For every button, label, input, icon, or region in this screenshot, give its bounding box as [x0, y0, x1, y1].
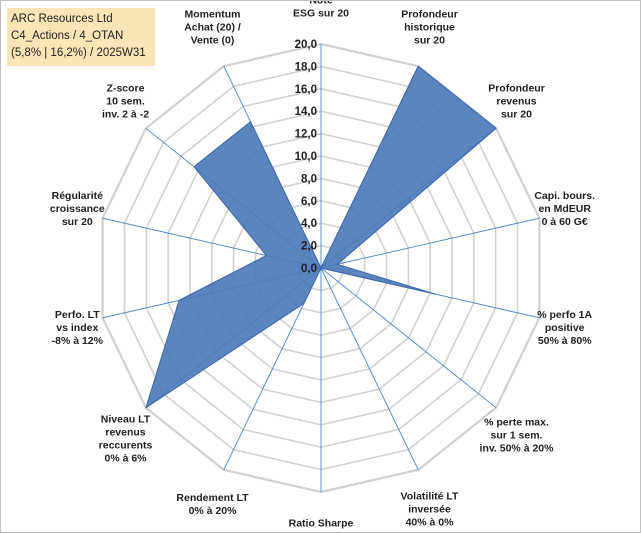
axis-label: Perfo. LT vs index -8% à 12% — [52, 309, 104, 347]
axis-label: Volatilité LT inversée 40% à 0% — [401, 491, 460, 529]
tick-label: 10,0 — [295, 151, 317, 163]
tick-label: 4,0 — [301, 218, 317, 230]
tick-label: 2,0 — [301, 241, 317, 253]
tick-label: 12,0 — [295, 129, 317, 141]
axis-spoke — [320, 267, 497, 409]
axis-spoke — [320, 267, 419, 470]
axis-spoke — [320, 217, 540, 269]
axis-label: Ratio Sharpe0 à 1 — [289, 518, 354, 532]
tick-label: 20,0 — [295, 39, 317, 51]
axis-label: Rendement LT 0% à 20% — [176, 492, 249, 517]
axis-label: % perte max. sur 1 sem. inv. 50% à 20% — [480, 416, 555, 454]
series-area — [145, 65, 497, 409]
axis-label: Régularité croissance sur 20 — [50, 190, 105, 228]
tick-label: 8,0 — [301, 173, 317, 185]
axis-label: NoteESG sur 20 — [293, 1, 349, 19]
company-name: ARC Resources Ltd — [11, 13, 113, 25]
period-info: (5,8% | 16,2%) / 2025W31 — [11, 47, 146, 59]
tick-label: 6,0 — [301, 196, 317, 208]
axis-label: Niveau LT revenus reccurents 0% à 6% — [99, 414, 153, 465]
axis-label: Profondeur revenus sur 20 — [488, 83, 545, 121]
portfolio-name: C4_Actions / 4_OTAN — [11, 30, 124, 42]
tick-label: 18,0 — [295, 61, 317, 73]
axis-label: Profondeur historique sur 20 — [401, 8, 458, 46]
tick-label: 0,0 — [301, 263, 317, 275]
axis-label: Z-score 10 sem. inv. 2 à -2 — [102, 83, 149, 121]
axis-label: Momentum Achat (20) / Vente (0) — [184, 8, 241, 46]
axis-label: Capi. bours. en MdEUR 0 à 60 G€ — [534, 190, 595, 228]
info-box: ARC Resources Ltd C4_Actions / 4_OTAN (5… — [7, 8, 155, 66]
axis-label: % perfo 1A positive 50% à 80% — [537, 309, 592, 347]
tick-label: 16,0 — [295, 84, 317, 96]
tick-label: 14,0 — [295, 106, 317, 118]
